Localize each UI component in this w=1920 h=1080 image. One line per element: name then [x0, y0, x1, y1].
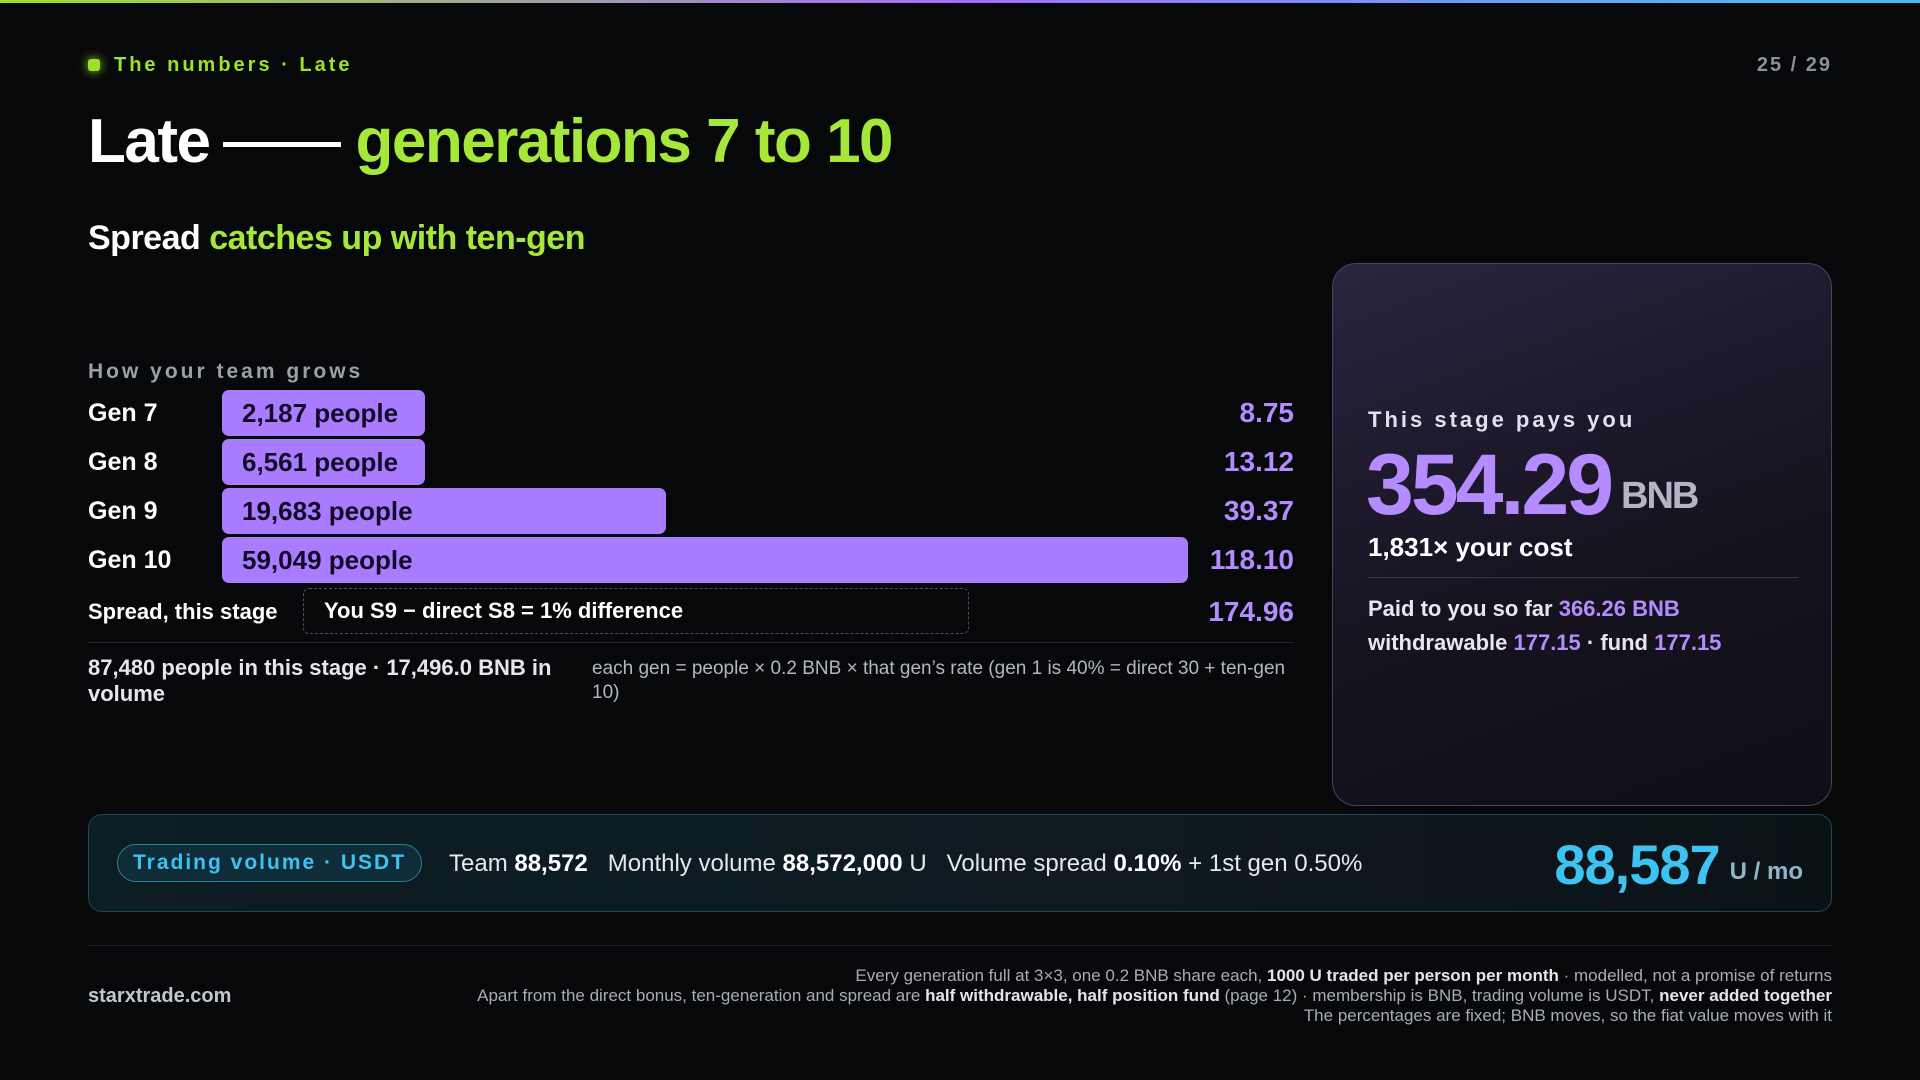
footer-note-line-1: Every generation full at 3×3, one 0.2 BN…: [432, 966, 1832, 986]
spread-label: Spread, this stage: [88, 599, 278, 624]
gen-people-count: 6,561 people: [242, 446, 399, 477]
top-accent-bar: [0, 0, 1920, 3]
footer-divider: [88, 945, 1832, 946]
gen-bnb-value: 8.75: [1239, 397, 1295, 428]
first-gen-rate: + 1st gen 0.50%: [1188, 850, 1363, 877]
spread-formula: You S9 − direct S8 = 1% difference: [324, 598, 684, 623]
pay-amount: 354.29: [1366, 437, 1614, 533]
withdrawable-value: 177.15: [1513, 630, 1581, 655]
subtitle: Spread catches up with ten-gen: [88, 219, 585, 258]
gen-row: Gen 10 59,049 people 118.10: [88, 537, 1294, 583]
page-title: Late generations 7 to 10: [88, 100, 894, 182]
spread-formula-box: You S9 − direct S8 = 1% difference: [303, 588, 969, 634]
monthly-label: Monthly volume: [607, 850, 776, 877]
gen-bnb-value: 39.37: [1223, 495, 1294, 526]
footer-note-line-2: Apart from the direct bonus, ten-generat…: [432, 986, 1832, 1006]
team-stat: Team 88,572: [449, 850, 588, 878]
monthly-unit: U: [909, 850, 927, 877]
gen-label: Gen 7: [88, 399, 158, 427]
fund-prefix: · fund: [1586, 630, 1648, 655]
cost-multiple: 1,831× your cost: [1368, 532, 1573, 562]
gen-people-count: 59,049 people: [242, 544, 413, 575]
volume-spread-label: Volume spread: [946, 850, 1107, 877]
footer-site-link[interactable]: starxtrade.com: [88, 985, 232, 1007]
footer-notes: Every generation full at 3×3, one 0.2 BN…: [432, 966, 1832, 1026]
gen-label: Gen 10: [88, 546, 172, 574]
pay-card-label: This stage pays you: [1368, 407, 1636, 432]
team-label: Team: [449, 850, 508, 877]
footer-note-text: (page 12) · membership is BNB, trading v…: [1224, 986, 1655, 1005]
gen-bar: 2,187 people: [222, 390, 425, 436]
gen-people-count: 2,187 people: [242, 397, 399, 428]
paid-value: 366.26 BNB: [1558, 596, 1680, 621]
footer-note-line-3: The percentages are fixed; BNB moves, so…: [1303, 1006, 1832, 1025]
gen-row: Gen 8 6,561 people 13.12: [88, 439, 1294, 485]
title-main: Late: [88, 106, 211, 176]
spread-row: Spread, this stage You S9 − direct S8 = …: [88, 588, 1294, 636]
paid-so-far: Paid to you so far 366.26 BNB: [1368, 596, 1680, 622]
volume-result: 88,587 U / mo: [1554, 815, 1803, 913]
trading-volume-pill: Trading volume · USDT: [117, 844, 423, 882]
footer-note-bold: 1000 U traded per person per month: [1267, 966, 1559, 985]
volume-result-number: 88,587: [1554, 832, 1720, 896]
kicker-dot-icon: [88, 59, 100, 71]
withdrawable-line: withdrawable 177.15 · fund 177.15: [1368, 630, 1721, 656]
footer-note-text: Every generation full at 3×3, one 0.2 BN…: [855, 966, 1263, 985]
gen-label: Gen 8: [88, 448, 158, 476]
pay-card-divider: [1368, 577, 1798, 578]
gen-row: Gen 9 19,683 people 39.37: [88, 488, 1294, 534]
pay-unit: BNB: [1621, 475, 1699, 517]
spread-value: 174.96: [1208, 596, 1294, 627]
title-highlight: generations 7 to 10: [355, 106, 893, 176]
volume-result-unit: U / mo: [1729, 858, 1803, 885]
volume-spread-stat: Volume spread 0.10% + 1st gen 0.50%: [947, 850, 1363, 878]
kicker: The numbers · Late: [88, 54, 352, 77]
slide-header: The numbers · Late 25 / 29: [88, 50, 1832, 80]
gen-label: Gen 9: [88, 497, 158, 525]
formula-note: each gen = people × 0.2 BNB × that gen’s…: [592, 658, 1286, 703]
monthly-value: 88,572,000: [782, 850, 903, 877]
footer-note-bold: half withdrawable, half position fund: [925, 986, 1220, 1005]
gen-bar: 19,683 people: [222, 488, 666, 534]
paid-prefix: Paid to you so far: [1368, 596, 1553, 621]
footer-note-bold: never added together: [1659, 986, 1832, 1005]
page-number: 25 / 29: [1756, 53, 1832, 76]
fund-value: 177.15: [1654, 630, 1722, 655]
stage-pay-card: This stage pays you 354.29 BNB 1,831× yo…: [1332, 263, 1832, 806]
subtitle-highlight: catches up with ten-gen: [209, 219, 585, 257]
volume-stats: Team 88,572 Monthly volume 88,572,000 U …: [449, 815, 1362, 913]
gen-people-count: 19,683 people: [242, 495, 413, 526]
gen-bnb-value: 118.10: [1209, 544, 1294, 575]
pay-amount-row: 354.29 BNB: [1366, 437, 1699, 533]
growth-section-label: How your team grows: [88, 360, 364, 383]
gen-bar: 6,561 people: [222, 439, 425, 485]
team-value: 88,572: [514, 850, 588, 877]
gen-bar: 59,049 people: [222, 537, 1188, 583]
divider: [88, 642, 1294, 643]
volume-spread-value: 0.10%: [1113, 850, 1182, 877]
gen-bnb-value: 13.12: [1223, 446, 1294, 477]
stage-summary: 87,480 people in this stage · 17,496.0 B…: [88, 655, 552, 706]
footer-note-text: Apart from the direct bonus, ten-generat…: [477, 986, 921, 1005]
monthly-volume-stat: Monthly volume 88,572,000 U: [608, 850, 927, 878]
footer-note-text: · modelled, not a promise of returns: [1563, 966, 1832, 985]
gen-row: Gen 7 2,187 people 8.75: [88, 390, 1294, 436]
kicker-text: The numbers · Late: [114, 53, 353, 76]
title-dash: [223, 141, 342, 147]
withdrawable-prefix: withdrawable: [1368, 630, 1508, 655]
trading-volume-bar: Trading volume · USDT Team 88,572 Monthl…: [88, 814, 1832, 912]
subtitle-main: Spread: [88, 219, 201, 257]
